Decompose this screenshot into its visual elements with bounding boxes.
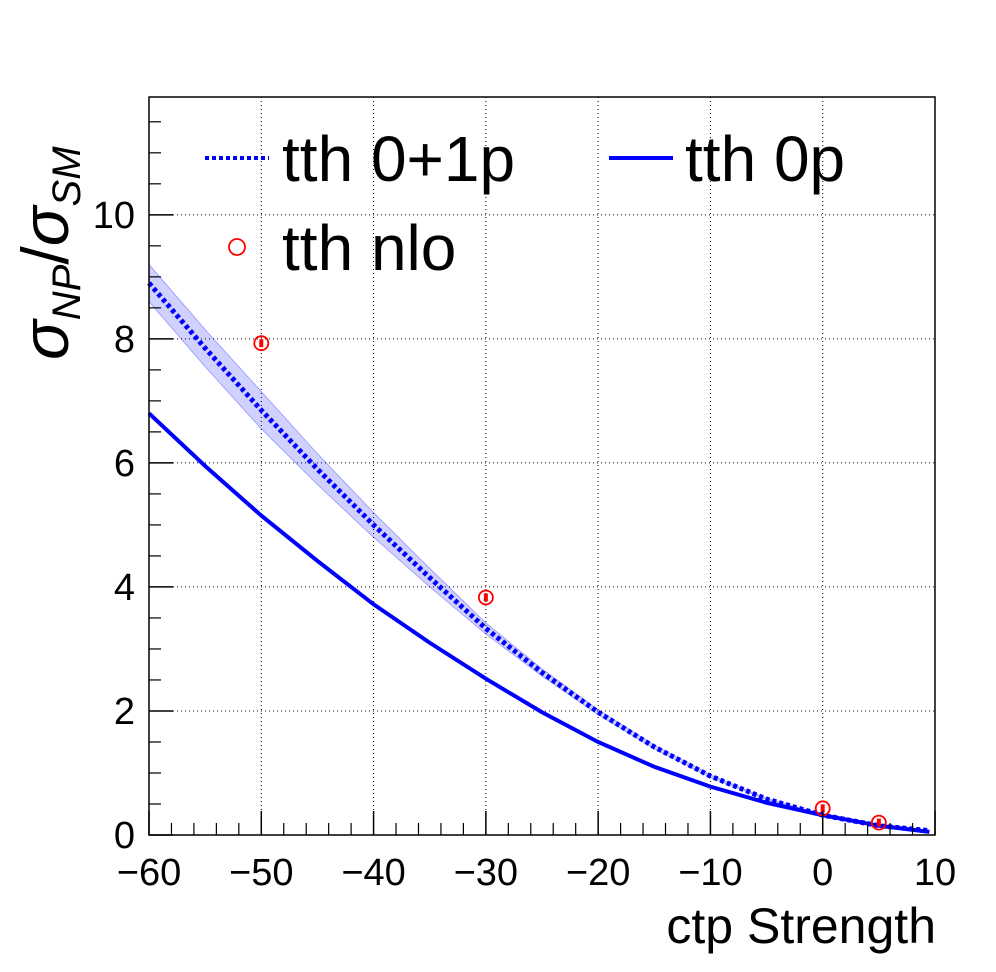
x-tick-label: −30 — [454, 852, 518, 894]
x-tick-label: −10 — [678, 852, 742, 894]
series-line-0 — [147, 281, 930, 834]
nlo-point — [253, 335, 270, 352]
nlo-point-error-bar — [876, 818, 881, 827]
y-tick-label: 2 — [114, 691, 135, 733]
legend-marker-nlo — [228, 238, 246, 256]
svg-text:σNP/σSM: σNP/σSM — [8, 146, 89, 360]
nlo-point-error-bar — [483, 593, 488, 602]
data-markers — [253, 335, 887, 831]
legend-label: tth 0+1p — [282, 123, 515, 195]
x-tick-label: 0 — [812, 852, 833, 894]
y-tick-label: 4 — [114, 567, 135, 609]
y-tick-label: 6 — [114, 443, 135, 485]
grid-lines — [149, 97, 935, 835]
legend-label: tth 0p — [685, 123, 845, 195]
x-tick-label: −20 — [566, 852, 630, 894]
series-lines — [147, 281, 930, 834]
plot-frame — [148, 96, 936, 836]
y-tick-label: 0 — [114, 815, 135, 857]
x-tick-label: −50 — [229, 852, 293, 894]
y-tick-labels: 0 2 4 6 8 10 — [93, 195, 135, 857]
y-axis-title: σNP/σSM — [8, 146, 89, 360]
legend-label: tth nlo — [282, 212, 456, 284]
series-line-1 — [147, 411, 930, 834]
x-axis-title: ctp Strength — [666, 898, 936, 954]
y-tick-label: 8 — [114, 319, 135, 361]
nlo-point-error-bar — [259, 339, 264, 348]
x-tick-labels: −60 −50 −40 −30 −20 −10 0 10 — [117, 852, 956, 894]
nlo-point — [477, 589, 494, 606]
nlo-point-error-bar — [820, 804, 825, 813]
legend: tth 0+1p tth 0p tth nlo — [205, 123, 845, 284]
x-tick-label: −40 — [341, 852, 405, 894]
nlo-point — [870, 814, 887, 831]
axis-ticks — [148, 121, 936, 836]
y-tick-label: 10 — [93, 195, 135, 237]
x-tick-label: 10 — [914, 852, 956, 894]
x-tick-label: −60 — [117, 852, 181, 894]
